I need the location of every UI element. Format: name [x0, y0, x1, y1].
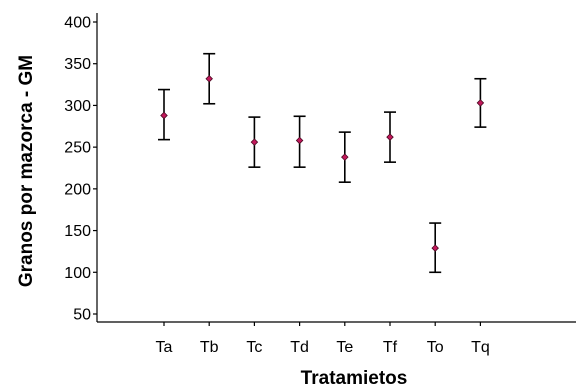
x-tick-label: Ta [156, 339, 173, 356]
mean-point [386, 133, 394, 141]
error-bar-Te [338, 131, 351, 183]
error-bar-Tb [203, 52, 216, 105]
error-bar-Td [293, 115, 306, 168]
x-tick-label: Tc [246, 339, 262, 356]
x-tick-label: Tf [383, 339, 398, 356]
data-marks [158, 52, 487, 274]
y-axis-ticks: 50 100 150 200 250 300 350 400 [64, 15, 97, 324]
error-bar-Tf [384, 111, 396, 163]
mean-point [160, 111, 168, 120]
y-tick-label: 400 [64, 15, 91, 32]
y-tick-label: 350 [64, 56, 91, 73]
mean-point [295, 136, 304, 145]
x-axis-label: Tratamietos [301, 368, 408, 389]
mean-point [431, 244, 439, 252]
x-tick-label: Tb [200, 339, 219, 356]
error-bar-Ta [158, 88, 170, 141]
x-tick-label: Tq [471, 339, 490, 356]
x-tick-label: Td [290, 339, 309, 356]
y-tick-label: 200 [64, 181, 91, 198]
y-tick-label: 50 [73, 307, 91, 324]
y-tick-label: 300 [64, 98, 91, 115]
axes [96, 13, 576, 323]
x-tick-label: Te [336, 339, 353, 356]
mean-point [341, 153, 349, 161]
error-bar-To [429, 222, 442, 274]
mean-point [476, 99, 485, 107]
mean-point [250, 138, 259, 146]
x-axis-ticks: Ta Tb Tc Td Te Tf To Tq [156, 322, 490, 356]
error-bar-Tc [248, 116, 261, 168]
error-bar-Tq [474, 77, 487, 128]
mean-point [205, 74, 213, 83]
y-tick-label: 100 [64, 265, 91, 282]
x-tick-label: To [427, 339, 444, 356]
y-axis-label: Granos por mazorca - GM [16, 55, 37, 287]
y-tick-label: 250 [64, 140, 91, 157]
y-tick-label: 150 [64, 223, 91, 240]
